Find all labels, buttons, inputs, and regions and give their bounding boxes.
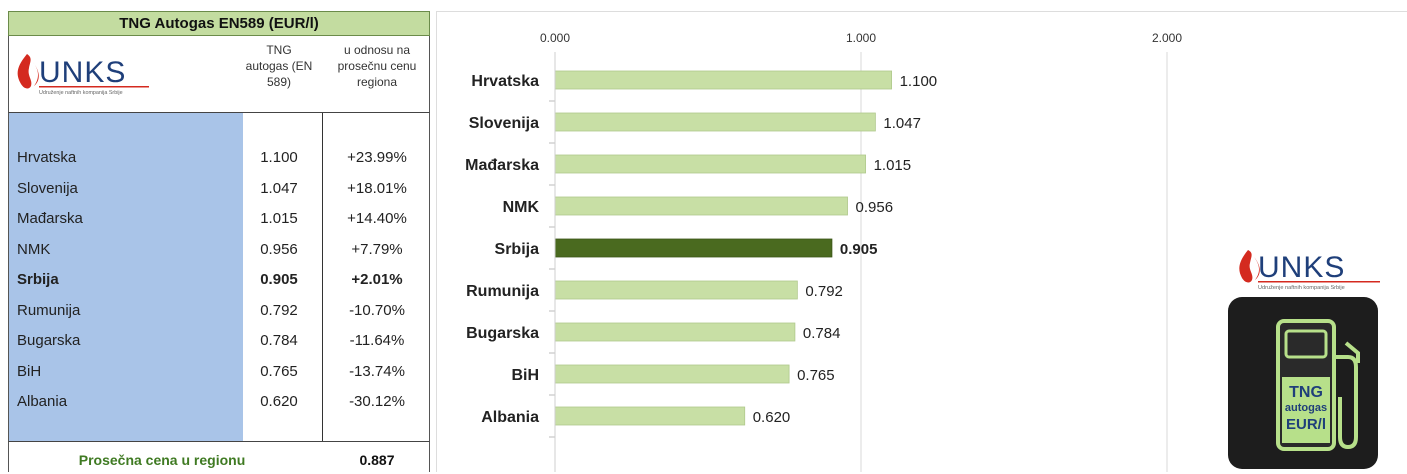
bar <box>554 322 796 342</box>
table-row: BiH 0.765 -13.74% <box>9 357 431 387</box>
value-label: 1.100 <box>900 73 938 90</box>
logo-wordmark: UNKS <box>39 56 126 89</box>
table-title: TNG Autogas EN589 (EUR/l) <box>8 11 430 36</box>
category-label: Rumunija <box>466 283 539 300</box>
table-row: Hrvatska 1.100 +23.99% <box>9 143 431 173</box>
country-cell: Srbija <box>17 271 59 288</box>
price-cell: 1.047 <box>260 179 298 197</box>
x-tick-label: 2.000 <box>1152 31 1182 45</box>
relative-cell: -11.64% <box>349 332 405 349</box>
country-cell: Bugarska <box>17 332 81 349</box>
flame-icon <box>1239 250 1253 283</box>
country-cell: NMK <box>17 240 51 258</box>
bar <box>554 70 893 90</box>
category-label: Hrvatska <box>471 73 539 90</box>
bar-chart: 0.000 1.000 2.000 Hrvatska 1.100 Slovenija 1.0… <box>465 31 1182 472</box>
table-row: Srbija 0.905 +2.01% <box>9 265 431 295</box>
table-header: UNKS Udruženje naftnih kompanija Srbije … <box>8 36 430 112</box>
value-label: 0.956 <box>856 199 894 216</box>
price-cell: 1.100 <box>260 149 298 166</box>
value-label: 0.784 <box>803 325 841 342</box>
category-label: Srbija <box>495 241 540 258</box>
relative-cell: +14.40% <box>347 210 407 227</box>
x-tick-label: 0.000 <box>540 31 570 45</box>
bar-chart-panel: 0.000 1.000 2.000 Hrvatska 1.100 Slovenija 1.0… <box>436 11 1407 472</box>
bar <box>554 406 746 426</box>
price-cell: 1.015 <box>260 210 298 227</box>
relative-cell: +23.99% <box>347 149 407 166</box>
column-header-price: TNG autogas (EN 589) <box>245 43 313 89</box>
country-cell: BiH <box>17 362 42 380</box>
bar <box>554 364 790 384</box>
fuel-pump-icon: TNG autogas EUR/l <box>1276 319 1360 451</box>
category-label: BiH <box>511 367 539 384</box>
country-cell: Mađarska <box>17 210 83 227</box>
table-row: NMK 0.956 +7.79% <box>9 235 431 265</box>
country-column-background <box>9 113 243 441</box>
bar <box>554 112 876 132</box>
price-cell: 0.905 <box>260 271 298 288</box>
badge-line-3: EUR/l <box>1286 416 1326 433</box>
average-label: Prosečna cena u regionu <box>78 452 246 468</box>
value-label: 0.905 <box>840 241 878 258</box>
relative-cell: -13.74% <box>349 362 405 380</box>
table-row: Rumunija 0.792 -10.70% <box>9 296 431 326</box>
average-value: 0.887 <box>359 452 395 468</box>
relative-cell: +7.79% <box>351 240 403 258</box>
logo-tagline: Udruženje naftnih kompanija Srbije <box>39 90 123 96</box>
category-label: Bugarska <box>466 325 539 342</box>
badge-line-2: autogas <box>1285 402 1327 414</box>
price-cell: 0.956 <box>260 240 298 258</box>
x-tick-label: 1.000 <box>846 31 876 45</box>
category-label: Albania <box>481 409 539 426</box>
price-cell: 0.784 <box>260 332 298 349</box>
logo-wordmark: UNKS <box>1258 251 1345 284</box>
value-label: 0.792 <box>805 283 843 300</box>
price-table: TNG Autogas EN589 (EUR/l) UNKS Udruženje… <box>8 11 432 472</box>
value-label: 0.765 <box>797 367 835 384</box>
bar <box>554 238 833 258</box>
table-body: Hrvatska 1.100 +23.99% Slovenija 1.047 +18.01… <box>8 112 430 442</box>
bar <box>554 196 848 216</box>
price-cell: 0.620 <box>260 393 298 410</box>
price-cell: 0.792 <box>260 301 298 319</box>
unks-logo-large: UNKS Udruženje naftnih kompanija Srbije <box>1239 250 1380 291</box>
country-cell: Hrvatska <box>17 149 77 166</box>
column-header-relative: u odnosu na prosečnu cenu regiona <box>337 43 417 89</box>
price-cell: 0.765 <box>260 362 298 380</box>
table-row: Bugarska 0.784 -11.64% <box>9 326 431 356</box>
country-cell: Slovenija <box>17 179 78 197</box>
country-cell: Rumunija <box>17 301 81 319</box>
tng-pump-badge: TNG autogas EUR/l <box>1228 297 1378 469</box>
table-row: Mađarska 1.015 +14.40% <box>9 204 431 234</box>
average-row: Prosečna cena u regionu 0.887 <box>8 442 430 472</box>
table-row: Slovenija 1.047 +18.01% <box>9 174 431 204</box>
relative-cell: +2.01% <box>351 271 403 288</box>
logo-tagline: Udruženje naftnih kompanija Srbije <box>1258 285 1345 291</box>
bar <box>554 154 866 174</box>
flame-icon <box>17 54 32 89</box>
relative-cell: +18.01% <box>347 179 407 197</box>
value-label: 1.047 <box>883 115 921 132</box>
category-label: Slovenija <box>469 115 539 132</box>
column-divider <box>322 113 323 441</box>
category-label: NMK <box>503 199 540 216</box>
relative-cell: -10.70% <box>349 301 405 319</box>
value-label: 0.620 <box>753 409 791 426</box>
relative-cell: -30.12% <box>349 393 405 410</box>
bar <box>554 280 798 300</box>
table-row: Albania 0.620 -30.12% <box>9 387 431 417</box>
unks-logo: UNKS Udruženje naftnih kompanija Srbije <box>17 54 149 96</box>
category-label: Mađarska <box>465 157 539 174</box>
country-cell: Albania <box>17 393 68 410</box>
value-label: 1.015 <box>874 157 912 174</box>
badge-line-1: TNG <box>1289 384 1323 401</box>
